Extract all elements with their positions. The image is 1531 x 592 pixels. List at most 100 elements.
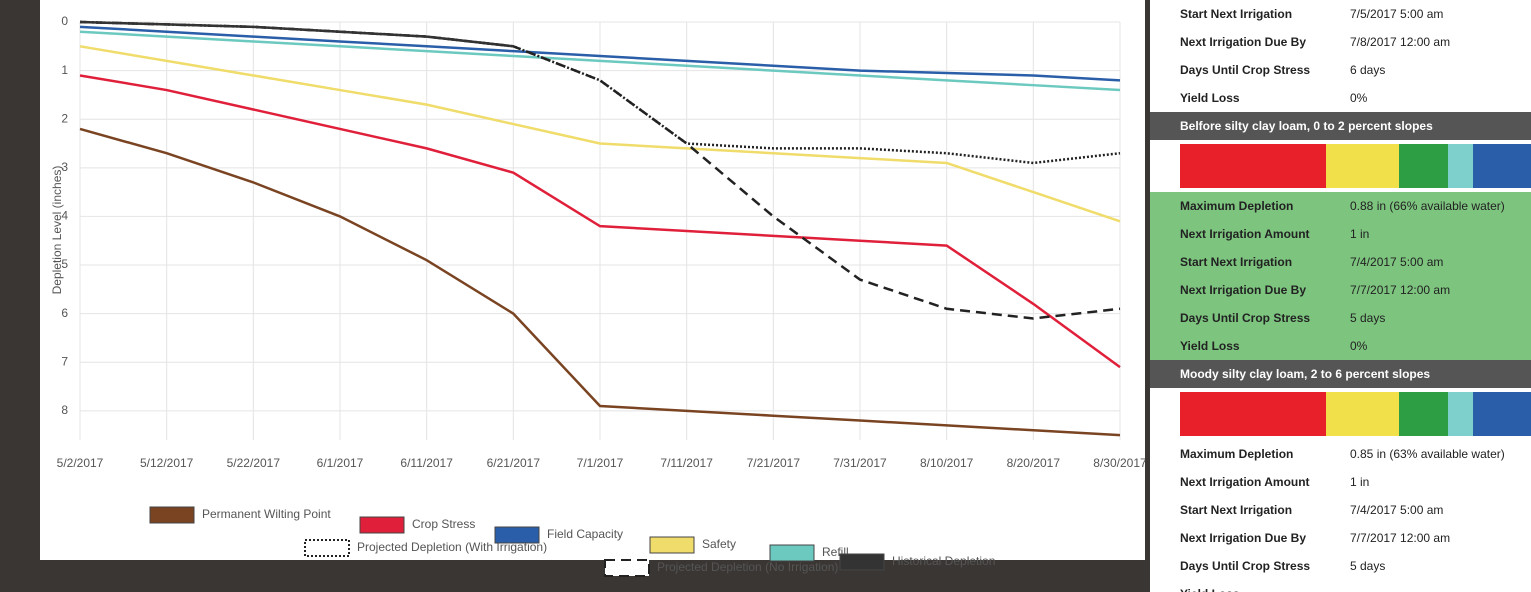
x-tick-label: 5/22/2017 xyxy=(227,456,281,470)
y-axis-label: Depletion Level (inches) xyxy=(50,166,64,295)
legend-label: Crop Stress xyxy=(412,517,475,531)
status-segment xyxy=(1472,392,1531,436)
legend-swatch xyxy=(604,559,650,577)
legend-label: Projected Depletion (No Irrigation) xyxy=(657,560,838,574)
status-segment xyxy=(1180,392,1327,436)
legend-label: Field Capacity xyxy=(547,527,623,541)
info-key: Start Next Irrigation xyxy=(1180,7,1293,21)
y-tick-label: 3 xyxy=(61,160,68,174)
info-value: 1 in xyxy=(1350,475,1370,489)
info-value: 5 days xyxy=(1350,311,1386,325)
section-title: Moody silty clay loam, 2 to 6 percent sl… xyxy=(1150,360,1531,388)
info-value: 0% xyxy=(1350,339,1368,353)
info-row: Next Irrigation Amount 1 in xyxy=(1150,220,1531,248)
series-line xyxy=(79,74,1121,369)
y-tick-label: 5 xyxy=(61,257,68,271)
info-key: Next Irrigation Due By xyxy=(1180,35,1307,49)
info-row: Yield Loss 0% xyxy=(1150,84,1531,112)
y-tick-label: 4 xyxy=(61,209,68,223)
top-rows: Start Next Irrigation 7/5/2017 5:00 am Nex… xyxy=(1150,0,1531,112)
info-row: Yield Loss xyxy=(1150,580,1531,592)
legend-label: Projected Depletion (With Irrigation) xyxy=(357,540,547,554)
legend-label: Safety xyxy=(702,537,736,551)
info-value: 7/4/2017 5:00 am xyxy=(1350,255,1444,269)
x-tick-label: 5/2/2017 xyxy=(57,456,104,470)
info-row: Start Next Irrigation 7/4/2017 5:00 am xyxy=(1150,496,1531,524)
chart-background xyxy=(40,0,1145,560)
info-value: 1 in xyxy=(1350,227,1370,241)
legend-swatch xyxy=(839,553,885,571)
info-key: Maximum Depletion xyxy=(1180,199,1294,213)
info-key: Yield Loss xyxy=(1180,339,1240,353)
info-key: Next Irrigation Amount xyxy=(1180,475,1310,489)
info-row: Maximum Depletion 0.85 in (63% available … xyxy=(1150,440,1531,468)
series-line xyxy=(79,45,1121,223)
info-row: Days Until Crop Stress 5 days xyxy=(1150,552,1531,580)
x-tick-label: 8/20/2017 xyxy=(1007,456,1061,470)
legend-swatch xyxy=(149,506,195,524)
status-bar xyxy=(1180,144,1531,188)
info-value: 7/5/2017 5:00 am xyxy=(1350,7,1444,21)
info-value: 7/7/2017 12:00 am xyxy=(1350,283,1451,297)
x-tick-label: 7/11/2017 xyxy=(660,456,713,470)
x-tick-label: 7/21/2017 xyxy=(747,456,801,470)
status-segment xyxy=(1399,144,1449,188)
info-row: Days Until Crop Stress 6 days xyxy=(1150,56,1531,84)
legend-swatch xyxy=(769,544,815,562)
legend-swatch xyxy=(649,536,695,554)
info-row: Next Irrigation Due By 7/7/2017 12:00 am xyxy=(1150,276,1531,304)
info-value: 0.88 in (66% available water) xyxy=(1350,199,1505,213)
section-body: Maximum Depletion 0.85 in (63% available … xyxy=(1150,440,1531,592)
x-tick-label: 6/1/2017 xyxy=(317,456,364,470)
info-row: Next Irrigation Due By 7/7/2017 12:00 am xyxy=(1150,524,1531,552)
legend-label: Historical Depletion xyxy=(892,554,995,568)
legend-label: Permanent Wilting Point xyxy=(202,507,331,521)
info-value: 0% xyxy=(1350,91,1368,105)
info-key: Days Until Crop Stress xyxy=(1180,63,1311,77)
y-tick-label: 6 xyxy=(61,306,68,320)
info-key: Start Next Irrigation xyxy=(1180,255,1293,269)
info-key: Next Irrigation Due By xyxy=(1180,283,1307,297)
info-key: Yield Loss xyxy=(1180,587,1350,592)
info-key: Start Next Irrigation xyxy=(1180,503,1293,517)
info-key: Days Until Crop Stress xyxy=(1180,559,1311,573)
section-body: Maximum Depletion 0.88 in (66% available … xyxy=(1150,192,1531,360)
x-tick-label: 7/31/2017 xyxy=(833,456,887,470)
info-key: Next Irrigation Amount xyxy=(1180,227,1310,241)
info-row: Yield Loss 0% xyxy=(1150,332,1531,360)
info-value: 7/7/2017 12:00 am xyxy=(1350,531,1451,545)
info-key: Yield Loss xyxy=(1180,91,1240,105)
info-value: 6 days xyxy=(1350,63,1386,77)
info-key: Days Until Crop Stress xyxy=(1180,311,1311,325)
x-tick-label: 8/10/2017 xyxy=(920,456,974,470)
series-line xyxy=(79,20,1121,320)
info-panel: Start Next Irrigation 7/5/2017 5:00 am Nex… xyxy=(1150,0,1531,592)
info-key: Maximum Depletion xyxy=(1180,447,1294,461)
status-segment xyxy=(1326,392,1400,436)
y-tick-label: 8 xyxy=(61,403,68,417)
x-tick-label: 5/12/2017 xyxy=(140,456,194,470)
info-value: 0.85 in (63% available water) xyxy=(1350,447,1505,461)
section-title: Belfore silty clay loam, 0 to 2 percent … xyxy=(1150,112,1531,140)
status-segment xyxy=(1448,144,1473,188)
x-tick-label: 7/1/2017 xyxy=(577,456,624,470)
status-segment xyxy=(1472,144,1531,188)
status-segment xyxy=(1180,144,1327,188)
info-value: 7/8/2017 12:00 am xyxy=(1350,35,1451,49)
y-tick-label: 1 xyxy=(61,63,68,77)
info-value: 5 days xyxy=(1350,559,1386,573)
status-segment xyxy=(1326,144,1400,188)
x-tick-label: 6/21/2017 xyxy=(487,456,541,470)
info-row: Next Irrigation Due By 7/8/2017 12:00 am xyxy=(1150,28,1531,56)
info-key: Next Irrigation Due By xyxy=(1180,531,1307,545)
status-segment xyxy=(1448,392,1473,436)
info-value: 7/4/2017 5:00 am xyxy=(1350,503,1444,517)
legend-swatch xyxy=(359,516,405,534)
status-bar xyxy=(1180,392,1531,436)
info-row: Next Irrigation Amount 1 in xyxy=(1150,468,1531,496)
legend-swatch xyxy=(494,526,540,544)
info-row: Days Until Crop Stress 5 days xyxy=(1150,304,1531,332)
x-tick-label: 8/30/2017 xyxy=(1093,456,1145,470)
status-segment xyxy=(1399,392,1449,436)
